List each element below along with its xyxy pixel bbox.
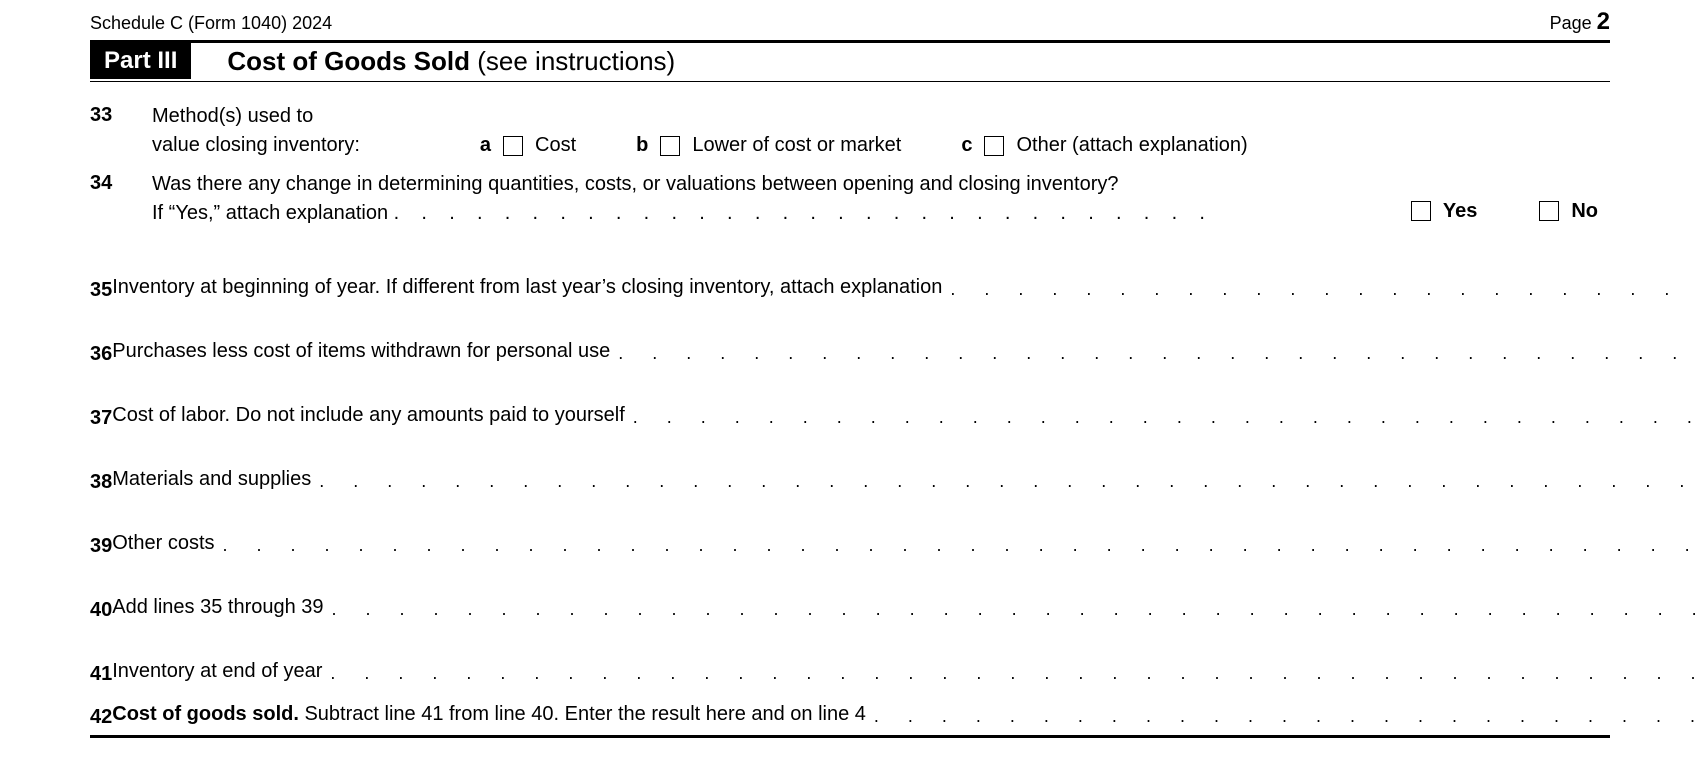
line-33-options: value closing inventory: a Cost b Lower … [152, 131, 1598, 160]
yes-no-group: Yes No [1411, 170, 1598, 228]
line-description: Inventory at end of year [112, 657, 330, 686]
line-38: 38Materials and supplies. . . . . . . . … [90, 436, 1610, 500]
checkbox-cost[interactable] [503, 136, 523, 156]
form-header: Schedule C (Form 1040) 2024 Page 2 [90, 0, 1610, 43]
line-description: Materials and supplies [112, 465, 319, 494]
checkbox-other[interactable] [984, 136, 1004, 156]
part-header: Part III Cost of Goods Sold (see instruc… [90, 43, 1610, 82]
line-description: Cost of labor. Do not include any amount… [112, 401, 633, 430]
line-number: 42 [90, 706, 112, 735]
checkbox-yes[interactable] [1411, 201, 1431, 221]
line-36: 36Purchases less cost of items withdrawn… [90, 308, 1610, 372]
line-42: 42 Cost of goods sold. Subtract line 41 … [90, 692, 1610, 738]
line-number: 39 [90, 535, 112, 564]
checkbox-lower-cost-market[interactable] [660, 136, 680, 156]
line-40: 40Add lines 35 through 39. . . . . . . .… [90, 564, 1610, 628]
page-indicator: Page 2 [1550, 8, 1610, 36]
part-title: Cost of Goods Sold (see instructions) [227, 46, 675, 77]
line-number: 41 [90, 663, 112, 692]
part-tag: Part III [90, 43, 191, 79]
line-number: 38 [90, 471, 112, 500]
line-33-text1: Method(s) used to [152, 102, 1598, 131]
line-number: 34 [90, 170, 152, 195]
line-description: Other costs [112, 529, 222, 558]
line-description: Inventory at beginning of year. If diffe… [112, 273, 950, 302]
line-33: 33 Method(s) used to value closing inven… [90, 102, 1610, 166]
line-description: Add lines 35 through 39 [112, 593, 331, 622]
line-description: Purchases less cost of items withdrawn f… [112, 337, 618, 366]
checkbox-no[interactable] [1539, 201, 1559, 221]
line-number: 33 [90, 102, 152, 127]
line-number: 36 [90, 343, 112, 372]
line-number: 37 [90, 407, 112, 436]
line-37: 37Cost of labor. Do not include any amou… [90, 372, 1610, 436]
line-41: 41Inventory at end of year. . . . . . . … [90, 628, 1610, 692]
line-35: 35Inventory at beginning of year. If dif… [90, 244, 1610, 308]
line-number: 40 [90, 599, 112, 628]
line-number: 35 [90, 279, 112, 308]
line-39: 39Other costs. . . . . . . . . . . . . .… [90, 500, 1610, 564]
form-title: Schedule C (Form 1040) 2024 [90, 13, 332, 34]
line-34: 34 Was there any change in determining q… [90, 170, 1610, 234]
